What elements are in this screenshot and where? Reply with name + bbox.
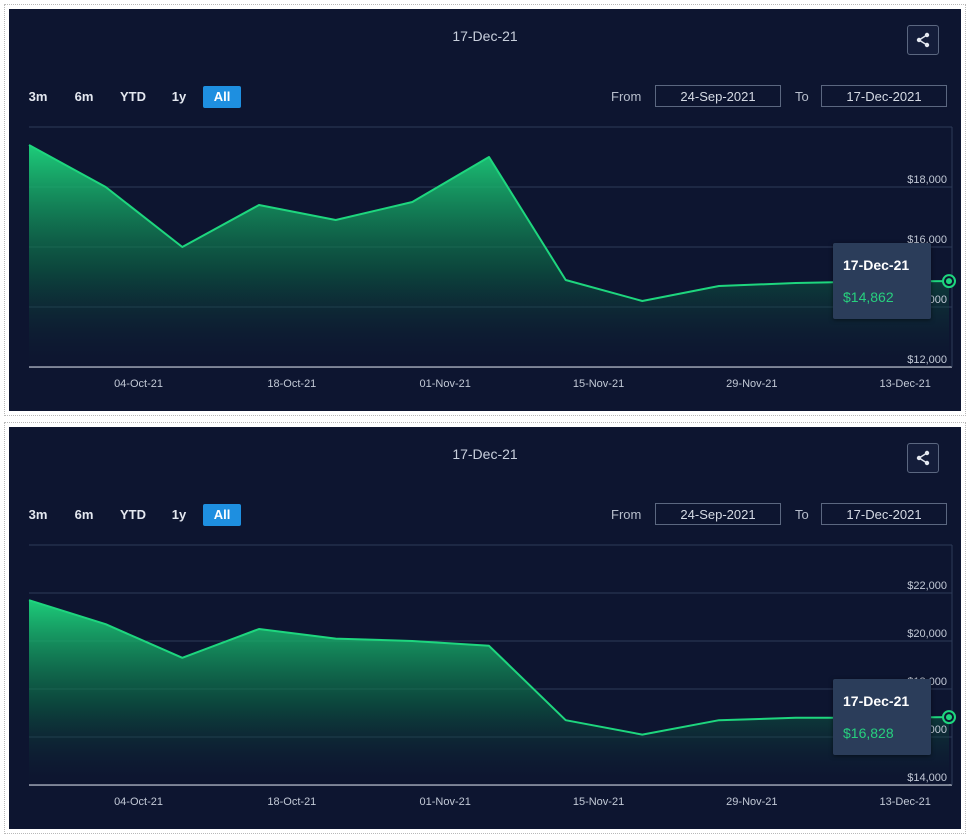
tooltip-date: 17-Dec-21 <box>843 257 910 274</box>
range-button-1y[interactable]: 1y <box>171 507 187 522</box>
y-tick-label: $22,000 <box>907 580 947 592</box>
area-fill <box>29 145 949 367</box>
data-point[interactable] <box>104 185 108 189</box>
data-point[interactable] <box>410 200 414 204</box>
x-tick-label: 15-Nov-21 <box>573 378 624 390</box>
to-date-input[interactable]: 17-Dec-2021 <box>821 85 947 107</box>
chart-panel: $14,000$16,000$18,000$20,000$22,00004-Oc… <box>9 427 961 829</box>
share-icon <box>916 450 930 466</box>
chart-panel: $12,000$14,000$16,000$18,00004-Oct-2118-… <box>9 9 961 411</box>
x-tick-label: 04-Oct-21 <box>114 796 163 808</box>
chart-tooltip: 17-Dec-21 $16,828 <box>833 679 931 756</box>
share-icon <box>916 32 930 48</box>
data-point[interactable] <box>564 718 568 722</box>
y-tick-label: $18,000 <box>907 174 947 186</box>
series-line <box>28 599 950 736</box>
share-button[interactable] <box>907 443 939 473</box>
x-tick-label: 01-Nov-21 <box>420 378 471 390</box>
to-label: To <box>795 89 809 104</box>
y-tick-label: $20,000 <box>907 628 947 640</box>
chart-tooltip: 17-Dec-21 $14,862 <box>833 243 931 320</box>
data-point[interactable] <box>717 718 721 722</box>
chart-panel-frame: $12,000$14,000$16,000$18,00004-Oct-2118-… <box>4 4 966 416</box>
data-point[interactable] <box>487 155 491 159</box>
data-point[interactable] <box>640 299 644 303</box>
range-button-6m[interactable]: 6m <box>74 89 94 104</box>
tooltip-value: $14,862 <box>843 289 894 306</box>
tooltip-value: $16,828 <box>843 725 894 742</box>
hover-marker-dot <box>946 714 952 721</box>
range-button-ytd[interactable]: YTD <box>120 507 146 522</box>
range-button-3m[interactable]: 3m <box>28 507 48 522</box>
range-button-1y[interactable]: 1y <box>171 89 187 104</box>
x-tick-label: 18-Oct-21 <box>267 378 316 390</box>
data-point[interactable] <box>487 644 491 648</box>
x-tick-label: 13-Dec-21 <box>880 796 931 808</box>
x-tick-label: 04-Oct-21 <box>114 378 163 390</box>
data-point[interactable] <box>640 733 644 737</box>
range-button-ytd[interactable]: YTD <box>120 89 146 104</box>
data-point[interactable] <box>334 218 338 222</box>
data-point[interactable] <box>564 278 568 282</box>
to-date-input[interactable]: 17-Dec-2021 <box>821 503 947 525</box>
data-point[interactable] <box>180 245 184 249</box>
from-label: From <box>611 507 642 522</box>
x-tick-label: 13-Dec-21 <box>880 378 931 390</box>
data-point[interactable] <box>334 637 338 641</box>
x-tick-label: 18-Oct-21 <box>267 796 316 808</box>
from-date-input[interactable]: 24-Sep-2021 <box>655 503 781 525</box>
x-tick-label: 29-Nov-21 <box>726 796 777 808</box>
data-point[interactable] <box>27 143 31 147</box>
data-point[interactable] <box>410 639 414 643</box>
range-button-6m[interactable]: 6m <box>74 507 94 522</box>
area-chart: $14,000$16,000$18,000$20,000$22,00004-Oc… <box>27 544 956 808</box>
chart-panel-frame: $14,000$16,000$18,000$20,000$22,00004-Oc… <box>4 422 966 834</box>
y-tick-label: $16,000 <box>907 234 947 246</box>
range-button-all[interactable]: All <box>203 504 241 526</box>
y-tick-label: $14,000 <box>907 772 947 784</box>
series-line <box>28 144 950 302</box>
data-point[interactable] <box>180 656 184 660</box>
range-button-all[interactable]: All <box>203 86 241 108</box>
data-point[interactable] <box>257 203 261 207</box>
range-button-3m[interactable]: 3m <box>28 89 48 104</box>
data-point[interactable] <box>794 716 798 720</box>
data-point[interactable] <box>717 284 721 288</box>
tooltip-date: 17-Dec-21 <box>843 693 910 710</box>
x-tick-label: 29-Nov-21 <box>726 378 777 390</box>
data-point[interactable] <box>27 598 31 602</box>
chart-title: 17-Dec-21 <box>452 28 518 44</box>
share-button[interactable] <box>907 25 939 55</box>
chart-title: 17-Dec-21 <box>452 446 518 462</box>
to-label: To <box>795 507 809 522</box>
from-date-input[interactable]: 24-Sep-2021 <box>655 85 781 107</box>
data-point[interactable] <box>104 622 108 626</box>
data-point[interactable] <box>794 281 798 285</box>
area-fill <box>29 600 949 785</box>
hover-marker-dot <box>946 278 952 285</box>
from-label: From <box>611 89 642 104</box>
x-tick-label: 15-Nov-21 <box>573 796 624 808</box>
y-tick-label: $12,000 <box>907 354 947 366</box>
area-chart: $12,000$14,000$16,000$18,00004-Oct-2118-… <box>27 126 956 390</box>
data-point[interactable] <box>257 627 261 631</box>
x-tick-label: 01-Nov-21 <box>420 796 471 808</box>
